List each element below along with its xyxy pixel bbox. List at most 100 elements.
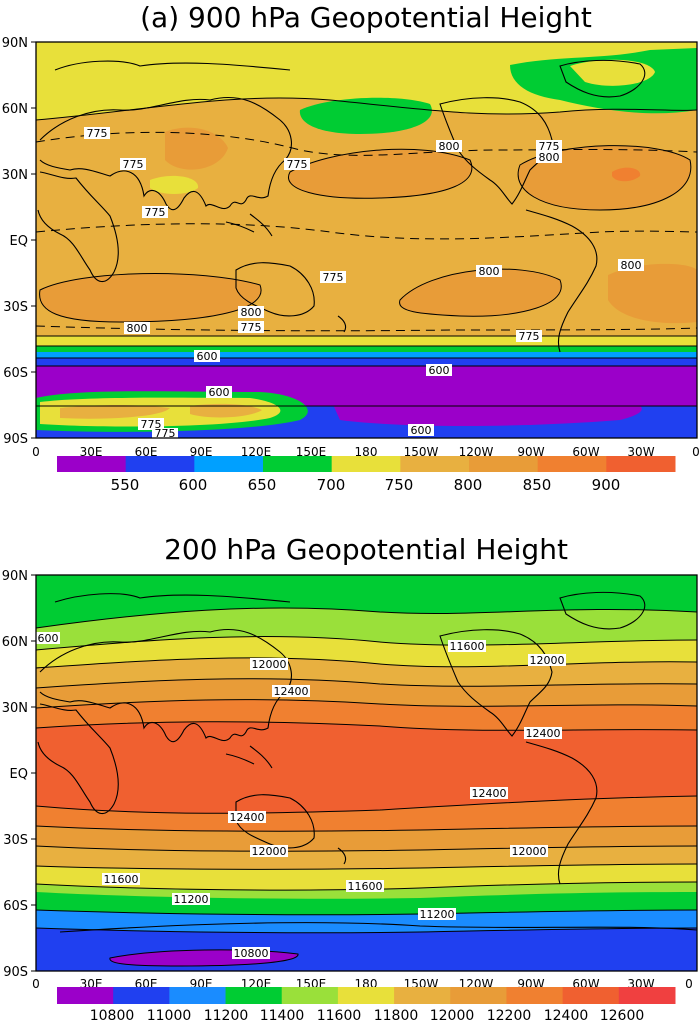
contour-label: 12000 bbox=[512, 845, 547, 858]
warm-pool-spac bbox=[399, 269, 562, 317]
contour-label: 800 bbox=[439, 140, 460, 153]
colorbar-swatch bbox=[562, 987, 620, 1004]
y-tick-label: 90N bbox=[2, 569, 28, 584]
x-tick-label: 150W bbox=[404, 445, 439, 459]
contour-label: 600 bbox=[411, 424, 432, 437]
colorbar-swatch bbox=[113, 987, 170, 1004]
colorbar-swatch bbox=[57, 987, 114, 1004]
contour-label: 600 bbox=[209, 386, 230, 399]
contour-label: 600 bbox=[38, 632, 59, 645]
panel-title-900: (a) 900 hPa Geopotential Height bbox=[140, 1, 592, 34]
map-fill-900 bbox=[36, 42, 697, 438]
colorbar-swatch bbox=[57, 456, 127, 472]
y-tick-label: 30N bbox=[2, 168, 28, 183]
colorbar-label: 11200 bbox=[204, 1008, 249, 1024]
contour-label: 600 bbox=[429, 364, 450, 377]
coastlines-200 bbox=[37, 591, 697, 933]
y-tick-label: 90N bbox=[2, 36, 28, 51]
colorbar-label: 900 bbox=[592, 476, 621, 494]
colorbar-200: 10800 11000 11200 11400 11600 11800 1200… bbox=[57, 987, 676, 1024]
hot-spot-natl bbox=[612, 167, 641, 182]
warm-pool-nwpac bbox=[288, 149, 472, 199]
contour-label: 775 bbox=[241, 321, 262, 334]
x-tick-label: 0 bbox=[692, 445, 700, 459]
colorbar-swatch bbox=[394, 987, 451, 1004]
antarctic-highland-orange-2 bbox=[190, 403, 262, 418]
antarctic-highland-orange bbox=[60, 405, 170, 419]
y-tick-label: 30S bbox=[3, 300, 28, 315]
colorbar-swatch bbox=[537, 456, 607, 472]
x-tick-label: 180 bbox=[355, 445, 378, 459]
panel-900hpa: (a) 900 hPa Geopotential Height bbox=[2, 1, 700, 494]
contour-label: 12000 bbox=[252, 845, 287, 858]
colorbar-swatch bbox=[337, 987, 395, 1004]
colorbar-label: 12600 bbox=[600, 1008, 645, 1024]
contour-labels-900: 775 775 775 775 800 775 800 775 775 800 … bbox=[84, 127, 644, 440]
y-tick-label: 30S bbox=[3, 833, 28, 848]
contour-label: 12400 bbox=[526, 727, 561, 740]
contour-label: 12400 bbox=[230, 811, 265, 824]
y-tick-label: EQ bbox=[10, 767, 28, 782]
contour-label: 11200 bbox=[174, 893, 209, 906]
contour-label: 800 bbox=[241, 306, 262, 319]
contours-900 bbox=[36, 97, 697, 407]
x-tick-label: 120W bbox=[459, 445, 494, 459]
y-axis-200: 90N 60N 30N EQ 30S 60S 90S bbox=[2, 569, 36, 980]
x-tick-label: 90W bbox=[517, 445, 544, 459]
panel-200hpa: 200 hPa Geopotential Height bbox=[2, 533, 698, 1024]
contour-label: 11200 bbox=[420, 908, 455, 921]
panel-title-200: 200 hPa Geopotential Height bbox=[164, 533, 568, 566]
colorbar-swatches-900 bbox=[57, 456, 676, 472]
colorbar-swatch bbox=[169, 987, 227, 1004]
colorbar-swatch bbox=[194, 456, 264, 472]
contour-label: 775 bbox=[123, 158, 144, 171]
antarctic-purple bbox=[330, 392, 642, 426]
coastlines-900 bbox=[37, 59, 646, 353]
colorbar-swatch bbox=[618, 987, 676, 1004]
map-fill-200 bbox=[36, 575, 697, 971]
colorbar-swatch bbox=[506, 987, 564, 1004]
contour-label: 10800 bbox=[234, 947, 269, 960]
colorbar-label: 11000 bbox=[147, 1008, 192, 1024]
colorbar-swatch bbox=[400, 456, 470, 472]
colorbar-900: 550 600 650 700 750 800 850 900 bbox=[57, 456, 676, 494]
contour-label: 800 bbox=[479, 265, 500, 278]
contour-label: 11600 bbox=[450, 640, 485, 653]
low-greenland-yellow bbox=[570, 59, 655, 86]
colorbar-swatches-200 bbox=[57, 987, 676, 1004]
colorbar-label: 650 bbox=[248, 476, 277, 494]
colorbar-swatch bbox=[331, 456, 401, 472]
x-tick-label: 30E bbox=[80, 445, 103, 459]
y-tick-label: 60N bbox=[2, 635, 28, 650]
x-tick-label: 90E bbox=[190, 445, 213, 459]
warm-pool-asia bbox=[165, 127, 228, 170]
colorbar-label: 12400 bbox=[544, 1008, 589, 1024]
contour-label: 775 bbox=[519, 330, 540, 343]
colorbar-labels-900: 550 600 650 700 750 800 850 900 bbox=[111, 476, 621, 494]
x-tick-label: 150E bbox=[296, 445, 327, 459]
contour-label: 800 bbox=[127, 322, 148, 335]
contour-label: 800 bbox=[621, 259, 642, 272]
colorbar-label: 11400 bbox=[260, 1008, 305, 1024]
contour-label: 11600 bbox=[104, 873, 139, 886]
colorbar-label: 11800 bbox=[374, 1008, 419, 1024]
contour-label: 12000 bbox=[252, 658, 287, 671]
x-tick-label: 0 bbox=[32, 445, 40, 459]
colorbar-swatch bbox=[469, 456, 539, 472]
contour-label: 12400 bbox=[472, 787, 507, 800]
contours-200 bbox=[36, 607, 697, 967]
contour-label: 775 bbox=[141, 418, 162, 431]
hot-spot-asia bbox=[150, 175, 199, 194]
colorbar-label: 11600 bbox=[317, 1008, 362, 1024]
y-tick-label: 90S bbox=[3, 965, 28, 980]
band-900-s-yellow bbox=[36, 336, 697, 346]
contour-label: 12000 bbox=[530, 654, 565, 667]
colorbar-swatch bbox=[125, 456, 195, 472]
contour-label: 12400 bbox=[274, 685, 309, 698]
colorbar-swatch bbox=[450, 987, 507, 1004]
contour-label: 775 bbox=[155, 427, 176, 440]
contour-label: 775 bbox=[539, 140, 560, 153]
contour-label: 800 bbox=[539, 151, 560, 164]
contour-label: 775 bbox=[323, 271, 344, 284]
